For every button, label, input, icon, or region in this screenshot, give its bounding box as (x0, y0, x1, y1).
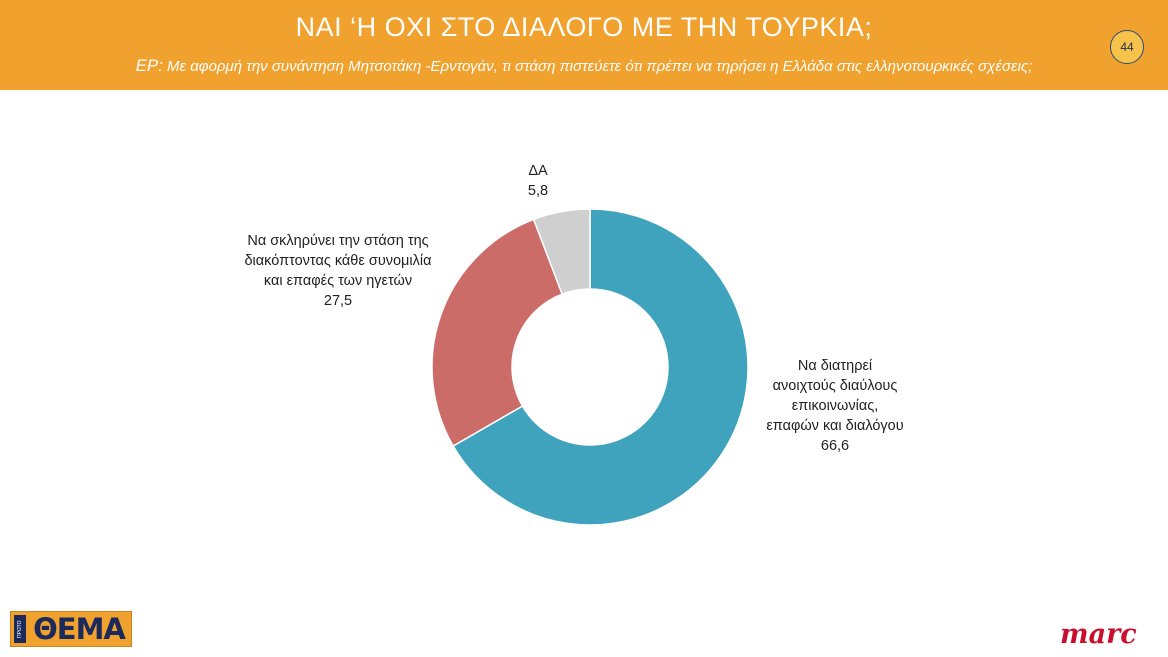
question-prefix: ΕΡ: (135, 56, 163, 75)
question-body: Με αφορμή την συνάντηση Μητσοτάκη -Ερντο… (166, 58, 1033, 75)
label-dk-line-1: ΔΑ (528, 163, 548, 179)
label-dialogue: Να διατηρεί ανοιχτούς διαύλους επικοινων… (740, 356, 930, 456)
label-harden: Να σκληρύνει την στάση της διακόπτοντας … (218, 231, 458, 311)
value-dk: 5,8 (527, 183, 549, 199)
label-dialogue-line-2: ανοιχτούς διαύλους (772, 378, 898, 394)
page-title: ΝΑΙ ‘Η ΟΧΙ ΣΤΟ ΔΙΑΛΟΓΟ ΜΕ ΤΗΝ ΤΟΥΡΚΙΑ; (295, 12, 873, 42)
label-harden-line-1: Να σκληρύνει την στάση της (247, 233, 429, 249)
protothema-logo: ΠΡΩΤΟ ΘΕΜΑ (10, 611, 132, 647)
label-harden-line-2: διακόπτοντας κάθε συνομιλία (244, 253, 432, 269)
protothema-logo-side: ΠΡΩΤΟ (14, 615, 26, 643)
marc-logo: marc (1060, 619, 1137, 650)
page-number-badge: 44 (1110, 30, 1144, 64)
header-banner: ΝΑΙ ‘Η ΟΧΙ ΣΤΟ ΔΙΑΛΟΓΟ ΜΕ ΤΗΝ ΤΟΥΡΚΙΑ; Ε… (0, 0, 1168, 90)
slice-dk (532, 208, 591, 296)
label-harden-line-3: και επαφές των ηγετών (263, 273, 413, 289)
value-harden: 27,5 (323, 293, 353, 309)
label-dk: ΔΑ 5,8 (508, 161, 568, 201)
value-dialogue: 66,6 (820, 438, 850, 454)
label-dialogue-line-4: επαφών και διαλόγου (766, 418, 904, 434)
protothema-logo-text: ΘΕΜΑ (33, 612, 126, 646)
question-text: ΕΡ: Με αφορμή την συνάντηση Μητσοτάκη -Ερ… (0, 56, 1168, 76)
label-dialogue-line-1: Να διατηρεί (797, 358, 873, 374)
slice-dialogue (452, 208, 749, 526)
slice-harden (431, 218, 564, 448)
label-dialogue-line-3: επικοινωνίας, (791, 398, 879, 414)
